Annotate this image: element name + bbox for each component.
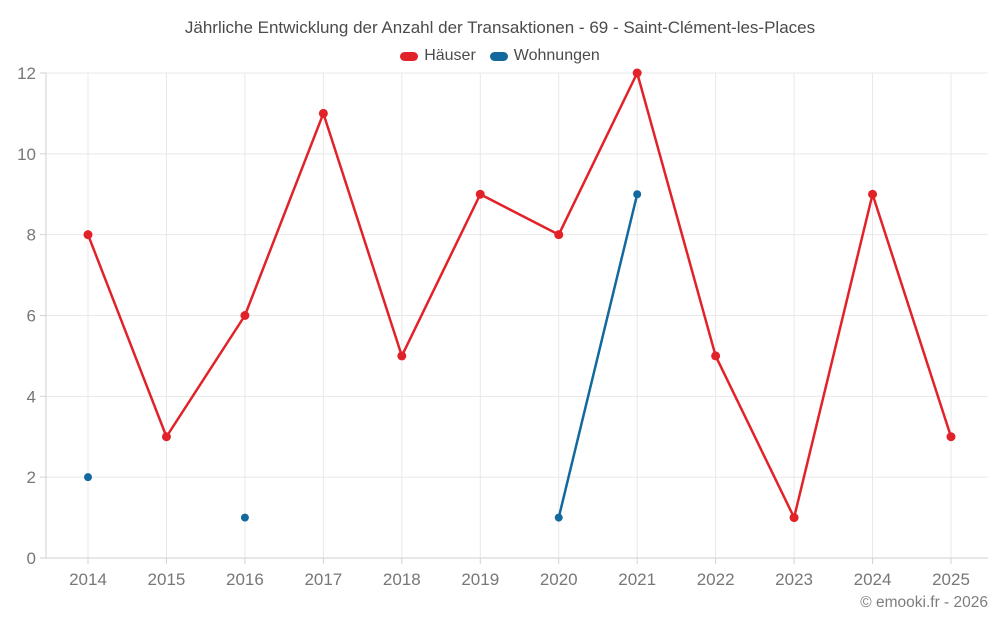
data-point-haeuser[interactable] bbox=[240, 311, 250, 320]
legend-label-haeuser: Häuser bbox=[424, 47, 476, 64]
x-axis-label: 2025 bbox=[932, 570, 970, 589]
chart-legend: Häuser Wohnungen bbox=[0, 47, 1000, 65]
x-axis-label: 2019 bbox=[461, 570, 499, 589]
series-line-haeuser bbox=[86, 71, 953, 519]
data-point-haeuser[interactable] bbox=[161, 432, 171, 442]
x-axis-label: 2015 bbox=[148, 570, 186, 589]
series-line-wohnungen bbox=[557, 193, 639, 519]
y-axis-label: 12 bbox=[17, 64, 36, 83]
x-axis-label: 2021 bbox=[618, 570, 656, 589]
x-axis-label: 2023 bbox=[775, 570, 813, 589]
legend-label-wohnungen: Wohnungen bbox=[513, 47, 600, 64]
data-point-haeuser[interactable] bbox=[868, 189, 878, 199]
chart-title: Jährliche Entwicklung der Anzahl der Tra… bbox=[184, 18, 816, 37]
data-point-haeuser[interactable] bbox=[397, 351, 407, 361]
data-point-haeuser[interactable] bbox=[475, 189, 485, 199]
y-axis-label: 6 bbox=[27, 307, 36, 326]
x-axis-label: 2018 bbox=[383, 570, 421, 589]
data-point-haeuser[interactable] bbox=[554, 230, 564, 240]
data-point-wohnungen[interactable] bbox=[633, 190, 642, 199]
data-point-wohnungen[interactable] bbox=[554, 513, 563, 522]
legend-item-haeuser[interactable]: Häuser bbox=[400, 47, 476, 65]
x-axis-label: 2016 bbox=[226, 570, 264, 589]
x-axis-label: 2022 bbox=[697, 570, 735, 589]
legend-swatch-wohnungen-icon bbox=[489, 51, 508, 61]
y-axis-label: 10 bbox=[17, 145, 36, 164]
data-point-haeuser[interactable] bbox=[711, 351, 721, 361]
x-axis-label: 2024 bbox=[854, 570, 892, 589]
y-axis-label: 0 bbox=[27, 549, 36, 568]
copyright-credit: © emooki.fr - 2026 bbox=[860, 594, 988, 611]
data-point-haeuser[interactable] bbox=[946, 432, 956, 442]
x-axis-label: 2014 bbox=[69, 570, 107, 589]
data-point-wohnungen[interactable] bbox=[84, 473, 92, 482]
data-point-wohnungen[interactable] bbox=[240, 513, 249, 522]
y-axis-label: 4 bbox=[27, 387, 36, 406]
legend-item-wohnungen[interactable]: Wohnungen bbox=[489, 47, 600, 65]
x-axis-label: 2017 bbox=[304, 570, 342, 589]
y-axis-label: 8 bbox=[27, 226, 36, 245]
data-point-haeuser[interactable] bbox=[789, 513, 799, 523]
x-axis-label: 2020 bbox=[540, 570, 578, 589]
data-point-haeuser[interactable] bbox=[632, 68, 642, 78]
data-point-haeuser[interactable] bbox=[83, 230, 93, 240]
data-point-haeuser[interactable] bbox=[318, 108, 328, 118]
legend-swatch-haeuser-icon bbox=[400, 51, 419, 61]
y-axis-label: 2 bbox=[27, 468, 36, 487]
